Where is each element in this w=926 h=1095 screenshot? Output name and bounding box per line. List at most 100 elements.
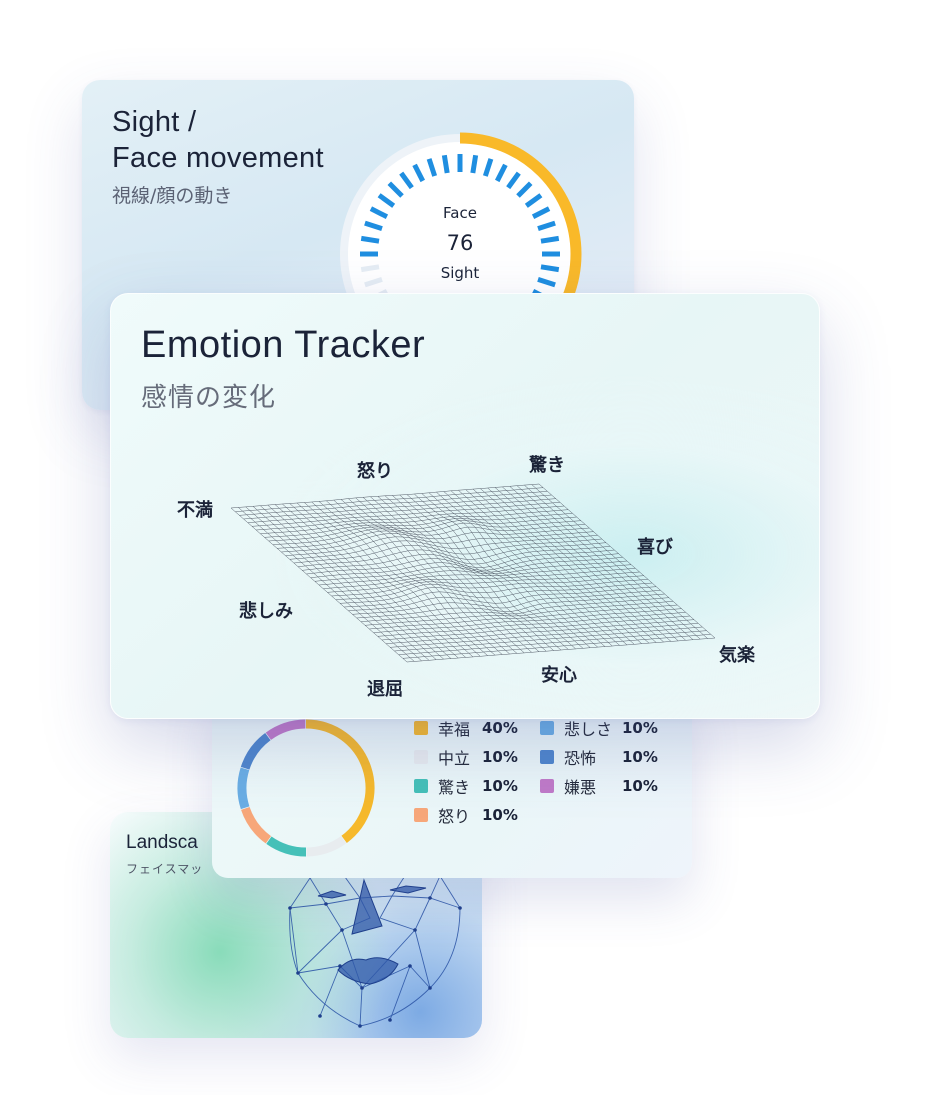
surface-line [465,489,642,644]
surface-line [302,546,611,571]
surface-line [377,496,554,651]
axis-label-sadness: 悲しみ [239,601,293,622]
legend-label: 恐怖 [564,749,597,768]
emotion-tracker-subtitle: 感情の変化 [141,383,277,413]
legend-swatch [540,721,554,735]
surface-line [381,615,690,641]
gauge-tick [377,193,396,208]
surface-line [356,593,665,619]
surface-line [509,486,686,641]
gauge-tick [537,220,556,232]
gauge-tick [360,264,380,273]
legend-value: 10% [482,777,518,795]
legend-swatch [414,808,428,822]
emotion-donut-chart [237,719,375,857]
right-eye-shape [389,885,427,894]
gauge-tick [387,181,404,198]
gauge-tick [426,158,438,177]
gauge-tick [482,158,494,177]
gauge-face-value: 76 [447,231,474,255]
donut-slice [241,806,272,844]
surface-line [390,623,699,648]
surface-line [524,484,701,640]
surface-line [428,492,606,647]
emotion-surface-plot [230,483,716,663]
gauge-tick [540,235,560,244]
legend-item: 怒り 10% [414,805,518,826]
surface-line [385,619,695,644]
legend-value: 10% [622,777,658,795]
legend-swatch [414,779,428,793]
axis-label-ease: 気楽 [719,645,755,666]
surface-line [377,612,686,637]
axis-label-boredom: 退屈 [367,679,403,700]
surface-line [394,626,703,652]
surface-line [296,502,474,658]
surface-line [293,538,602,564]
sight-card-title-line2: Face movement [112,142,324,174]
face-landmark-mesh [288,868,462,1028]
gauge-tick [506,171,521,190]
donut-slice [305,719,375,844]
axis-label-anger: 怒り [357,461,393,482]
legend-label: 怒り [438,807,471,826]
gauge-tick [524,193,543,208]
gauge-tick [364,220,383,232]
surface-line [421,493,598,648]
sight-card-title-line1: Sight / [112,106,197,138]
legend-swatch [414,750,428,764]
gauge-tick [531,206,551,220]
surface-line [392,495,569,650]
legend-value: 10% [482,748,518,766]
gauge-tick [537,276,556,288]
gauge-tick [369,206,389,220]
gauge-tick [494,163,508,183]
surface-line [450,490,628,646]
gauge-tick [412,163,426,183]
gauge-tick [441,154,450,174]
donut-slice [237,767,250,810]
legend-swatch [540,779,554,793]
legend-label: 幸福 [438,720,471,739]
legend-label: 驚き [438,778,471,797]
surface-line [531,484,708,639]
donut-slice [266,836,307,857]
gauge-tick [399,171,414,190]
axis-label-relief: 安心 [541,665,577,686]
surface-line [502,486,679,642]
legend-value: 40% [482,719,518,737]
landscape-card-title: Landsca [126,832,198,853]
axis-label-surprise: 驚き [529,455,565,476]
gauge-tick [540,264,560,273]
gauge-sight-label: Sight [441,264,480,282]
legend-label: 嫌悪 [564,778,597,797]
axis-label-joy: 喜び [637,537,673,558]
landscape-card-subtitle: フェイスマッ [126,862,204,876]
legend-item: 中立 10% [414,747,518,768]
surface-line [402,634,711,659]
surface-line [348,586,657,611]
legend-item: 幸福 40% [414,718,518,739]
nose-shape [351,878,383,935]
surface-mesh [230,483,716,663]
legend-swatch [414,721,428,735]
surface-line [538,483,716,639]
donut-slice [240,732,271,770]
surface-line [398,630,707,655]
left-eye-shape [317,890,347,899]
sight-card-subtitle: 視線/顔の動き [112,185,233,207]
surface-line [487,487,664,643]
legend-value: 10% [622,748,658,766]
legend-swatch [540,750,554,764]
donut-slice [265,719,306,740]
legend-value: 10% [622,719,658,737]
surface-line [480,488,657,643]
gauge-tick [360,235,380,244]
surface-line [494,487,672,642]
legend-label: 中立 [438,749,471,768]
mouth-shape [337,957,399,985]
emotion-tracker-card: Emotion Tracker 感情の変化 怒り 驚き 不満 喜び 悲しみ 気楽… [110,293,820,719]
axis-label-dissatisfaction: 不満 [177,500,213,521]
gauge-tick [364,276,383,288]
surface-line [297,542,607,567]
